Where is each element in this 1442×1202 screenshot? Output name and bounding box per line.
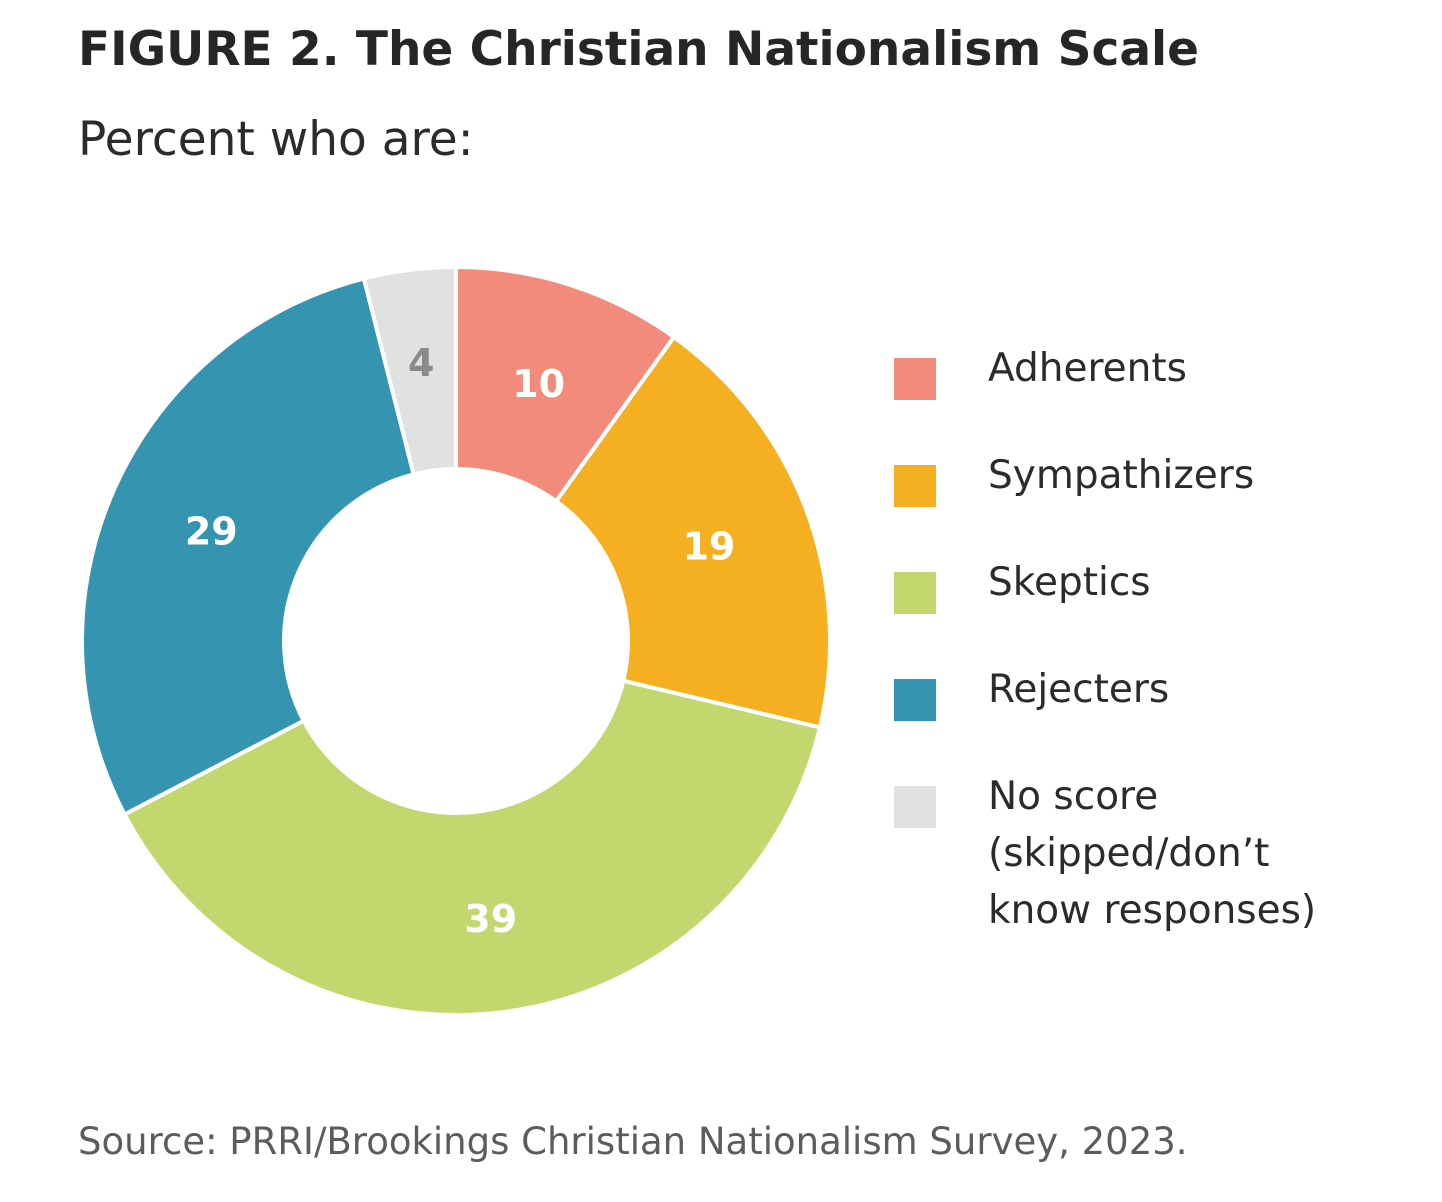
slice-adherents	[454, 264, 677, 505]
legend-swatch-no-score	[894, 786, 936, 828]
slice-label-adherents: 10	[512, 362, 565, 406]
slice-sympathizers	[553, 334, 832, 730]
legend-label-line: Rejecters	[988, 667, 1170, 712]
slice-skeptics	[121, 678, 823, 1017]
legend-label-sympathizers: Sympathizers	[988, 447, 1254, 504]
legend-swatch-rejecters	[894, 679, 936, 721]
legend-label-line: No score	[988, 774, 1159, 819]
legend-label-adherents: Adherents	[988, 340, 1187, 397]
slice-rejecters	[80, 276, 417, 818]
legend-label-line: Sympathizers	[988, 453, 1255, 498]
donut-chart: 10 19 39 29 4	[80, 264, 832, 1017]
legend-label-no-score: No score (skipped/don’t know responses)	[988, 768, 1316, 939]
slice-label-sympathizers: 19	[682, 524, 735, 568]
legend-label-rejecters: Rejecters	[988, 661, 1169, 718]
legend-swatch-skeptics	[894, 572, 936, 614]
legend-label-line: (skipped/don’t	[988, 831, 1270, 876]
slice-no-score	[361, 264, 458, 477]
legend-label-line: Skeptics	[988, 560, 1151, 605]
chart-title: FIGURE 2. The Christian Nationalism Scal…	[78, 22, 1200, 77]
legend-label-skeptics: Skeptics	[988, 554, 1151, 611]
donut-slices	[80, 264, 832, 1017]
legend-label-line: Adherents	[988, 346, 1187, 391]
slice-label-rejecters: 29	[185, 510, 238, 554]
donut-slice-labels: 10 19 39 29 4	[185, 341, 736, 941]
legend-swatch-sympathizers	[894, 465, 936, 507]
slice-label-no-score: 4	[408, 341, 434, 385]
legend-swatch-adherents	[894, 358, 936, 400]
slice-label-skeptics: 39	[464, 897, 517, 941]
source-note: Source: PRRI/Brookings Christian Nationa…	[78, 1120, 1188, 1163]
chart-subtitle: Percent who are:	[78, 112, 474, 167]
legend-label-line: know responses)	[988, 888, 1317, 933]
